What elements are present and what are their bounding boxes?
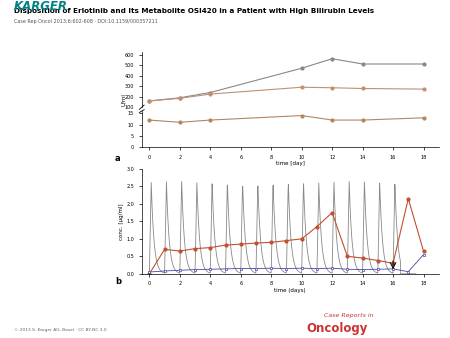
Text: U/ml: U/ml	[121, 93, 126, 106]
X-axis label: time (days): time (days)	[274, 288, 306, 293]
Legend: BILI, GGT, GOT: BILI, GGT, GOT	[144, 169, 216, 178]
Text: KARGER: KARGER	[14, 0, 68, 13]
Text: Case Reports in: Case Reports in	[324, 313, 374, 318]
Text: Case Rep Oncol 2013;6:602-608 · DOI:10.1159/000357211: Case Rep Oncol 2013;6:602-608 · DOI:10.1…	[14, 19, 157, 24]
X-axis label: time [day]: time [day]	[276, 161, 305, 166]
Y-axis label: conc. [μg/ml]: conc. [μg/ml]	[119, 203, 124, 240]
Text: © 2013 S. Karger AG, Basel · CC BY-NC 3.0: © 2013 S. Karger AG, Basel · CC BY-NC 3.…	[14, 328, 106, 332]
Text: b: b	[115, 277, 121, 286]
Text: a: a	[115, 154, 121, 163]
Text: Oncology: Oncology	[306, 322, 367, 335]
Text: Disposition of Erlotinib and Its Metabolite OSI420 in a Patient with High Biliru: Disposition of Erlotinib and Its Metabol…	[14, 8, 373, 15]
